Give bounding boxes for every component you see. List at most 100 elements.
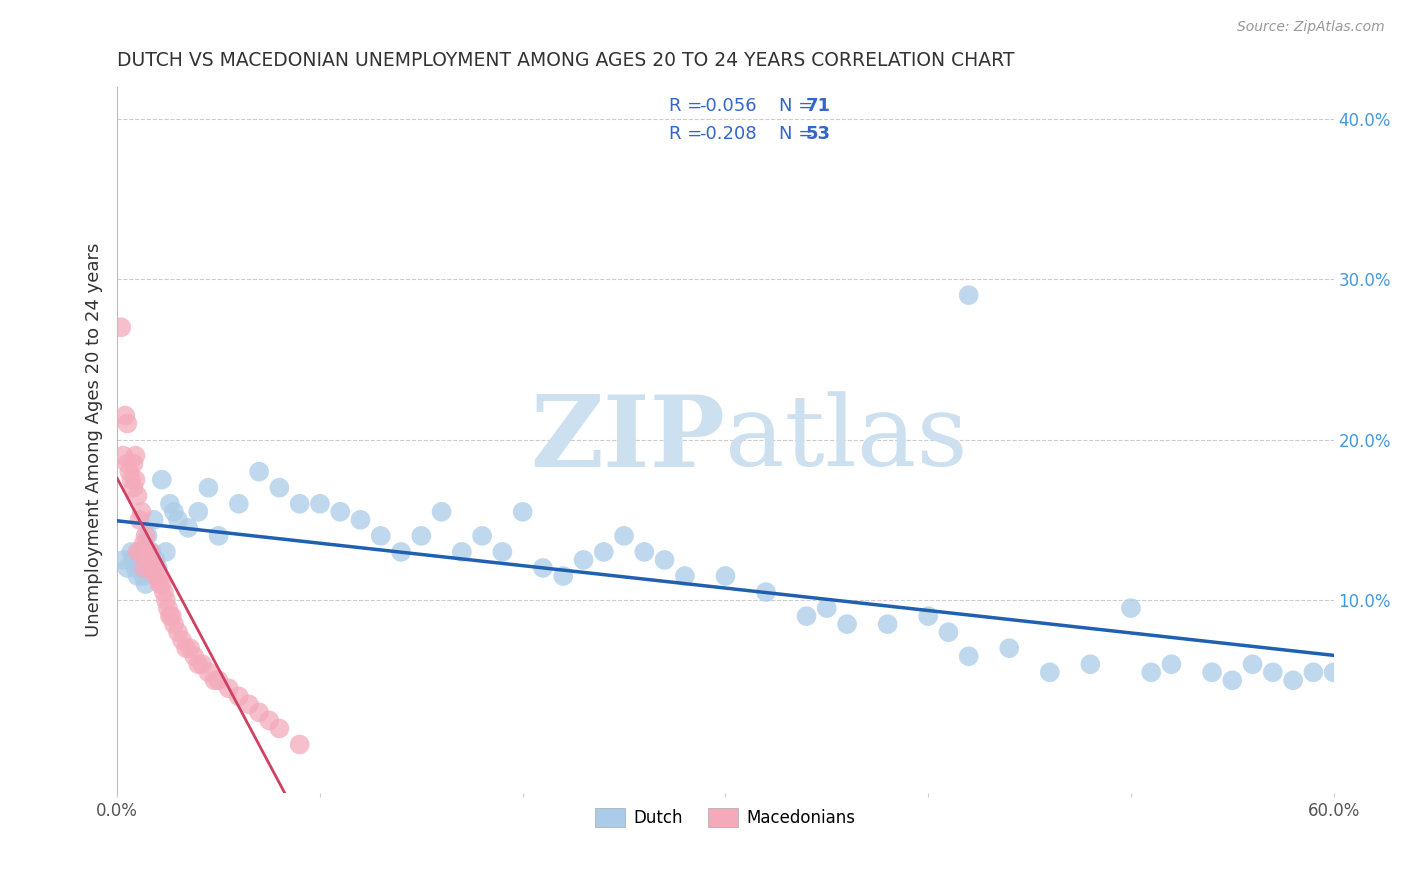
- Point: [531, 561, 554, 575]
- Point: [755, 585, 778, 599]
- Point: [411, 529, 433, 543]
- Point: [389, 545, 412, 559]
- Point: [613, 529, 636, 543]
- Point: [1078, 657, 1101, 672]
- Point: [917, 609, 939, 624]
- Point: [124, 473, 146, 487]
- Text: N =: N =: [779, 126, 818, 144]
- Point: [135, 577, 157, 591]
- Point: [269, 722, 291, 736]
- Point: [309, 497, 332, 511]
- Text: 71: 71: [806, 97, 831, 115]
- Point: [592, 545, 614, 559]
- Point: [204, 673, 226, 688]
- Point: [136, 529, 159, 543]
- Point: [247, 706, 270, 720]
- Point: [167, 513, 190, 527]
- Point: [247, 465, 270, 479]
- Point: [128, 545, 150, 559]
- Point: [288, 738, 311, 752]
- Point: [197, 481, 219, 495]
- Point: [145, 569, 167, 583]
- Point: [160, 609, 183, 624]
- Point: [179, 641, 201, 656]
- Point: [146, 569, 169, 583]
- Point: [167, 625, 190, 640]
- Point: [572, 553, 595, 567]
- Point: [1302, 665, 1324, 680]
- Point: [1140, 665, 1163, 680]
- Point: [228, 690, 250, 704]
- Text: atlas: atlas: [725, 392, 969, 488]
- Point: [124, 449, 146, 463]
- Point: [177, 521, 200, 535]
- Point: [197, 665, 219, 680]
- Point: [349, 513, 371, 527]
- Point: [998, 641, 1021, 656]
- Point: [187, 505, 209, 519]
- Point: [117, 457, 139, 471]
- Point: [1039, 665, 1062, 680]
- Point: [149, 577, 172, 591]
- Point: [142, 513, 165, 527]
- Y-axis label: Unemployment Among Ages 20 to 24 years: Unemployment Among Ages 20 to 24 years: [86, 243, 103, 637]
- Point: [191, 657, 214, 672]
- Point: [155, 545, 177, 559]
- Text: R =: R =: [669, 126, 709, 144]
- Point: [1201, 665, 1223, 680]
- Point: [796, 609, 818, 624]
- Point: [957, 649, 980, 664]
- Point: [1323, 665, 1346, 680]
- Point: [150, 577, 173, 591]
- Point: [127, 489, 149, 503]
- Point: [170, 633, 193, 648]
- Point: [269, 481, 291, 495]
- Point: [141, 545, 163, 559]
- Point: [127, 545, 149, 559]
- Point: [120, 545, 142, 559]
- Point: [1220, 673, 1243, 688]
- Point: [122, 457, 145, 471]
- Point: [1282, 673, 1305, 688]
- Point: [124, 561, 146, 575]
- Point: [553, 569, 575, 583]
- Point: [122, 553, 145, 567]
- Point: [329, 505, 352, 519]
- Point: [207, 529, 229, 543]
- Point: [207, 673, 229, 688]
- Point: [132, 561, 155, 575]
- Point: [183, 649, 205, 664]
- Point: [112, 449, 135, 463]
- Text: DUTCH VS MACEDONIAN UNEMPLOYMENT AMONG AGES 20 TO 24 YEARS CORRELATION CHART: DUTCH VS MACEDONIAN UNEMPLOYMENT AMONG A…: [117, 51, 1015, 70]
- Point: [654, 553, 676, 567]
- Text: ZIP: ZIP: [530, 391, 725, 488]
- Point: [146, 561, 169, 575]
- Text: N =: N =: [779, 97, 818, 115]
- Point: [110, 320, 132, 334]
- Point: [491, 545, 513, 559]
- Point: [633, 545, 655, 559]
- Point: [218, 681, 240, 696]
- Point: [138, 561, 160, 575]
- Text: -0.208: -0.208: [699, 126, 756, 144]
- Point: [938, 625, 960, 640]
- Legend: Dutch, Macedonians: Dutch, Macedonians: [589, 801, 862, 834]
- Point: [1261, 665, 1284, 680]
- Point: [155, 593, 177, 607]
- Point: [714, 569, 737, 583]
- Point: [430, 505, 453, 519]
- Point: [288, 497, 311, 511]
- Point: [122, 481, 145, 495]
- Point: [238, 698, 260, 712]
- Point: [815, 601, 838, 615]
- Text: -0.056: -0.056: [699, 97, 756, 115]
- Text: R =: R =: [669, 97, 709, 115]
- Point: [138, 545, 160, 559]
- Point: [131, 561, 153, 575]
- Text: Source: ZipAtlas.com: Source: ZipAtlas.com: [1237, 20, 1385, 34]
- Point: [257, 714, 280, 728]
- Point: [187, 657, 209, 672]
- Point: [159, 609, 181, 624]
- Point: [471, 529, 494, 543]
- Point: [673, 569, 696, 583]
